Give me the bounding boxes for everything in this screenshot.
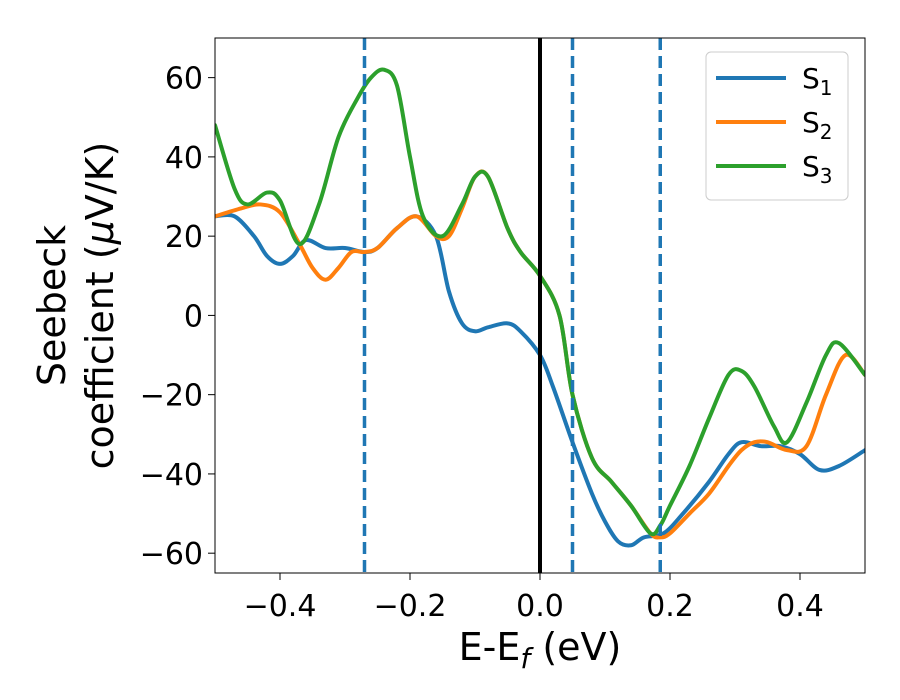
x-tick-label: −0.2 [374, 589, 447, 624]
y-axis: −60 −40 −20 0 20 40 60 [140, 62, 215, 572]
series-line-s3 [215, 67, 865, 537]
x-axis-label-unit: (eV) [530, 625, 621, 669]
y-axis-label-unit: V/K) [78, 142, 122, 221]
y-tick-label: −40 [140, 458, 203, 493]
series-layer [215, 67, 865, 548]
y-axis-label-mu: μ [78, 220, 122, 245]
x-axis-label: E-Ef (eV) [459, 625, 622, 675]
legend-label-s2: S2 [802, 106, 833, 144]
y-axis-label-line1: Seebeck [30, 225, 74, 386]
y-tick-label: 60 [165, 62, 203, 97]
x-axis-label-main: E-E [459, 625, 521, 669]
y-tick-label: −60 [140, 537, 203, 572]
series-line-s1 [215, 212, 865, 548]
x-axis: −0.4 −0.2 0.0 0.2 0.4 [244, 573, 824, 624]
legend-label-s1: S1 [802, 62, 833, 100]
y-axis-label: Seebeck coefficient (μV/K) [30, 142, 122, 470]
vline-layer [362, 38, 662, 573]
y-axis-label-line2: coefficient (μV/K) [78, 142, 122, 470]
y-tick-label: 0 [184, 299, 203, 334]
legend-label-s3: S3 [802, 150, 833, 188]
legend: S1 S2 S3 [705, 51, 849, 201]
y-tick-label: 40 [165, 141, 203, 176]
y-tick-label: 20 [165, 220, 203, 255]
x-tick-label: 0.4 [776, 589, 824, 624]
y-axis-label-prefix: coefficient ( [78, 244, 122, 469]
x-tick-label: 0.0 [516, 589, 564, 624]
x-tick-label: 0.2 [646, 589, 694, 624]
x-tick-label: −0.4 [244, 589, 317, 624]
y-tick-label: −20 [140, 379, 203, 414]
legend-box [705, 51, 849, 201]
